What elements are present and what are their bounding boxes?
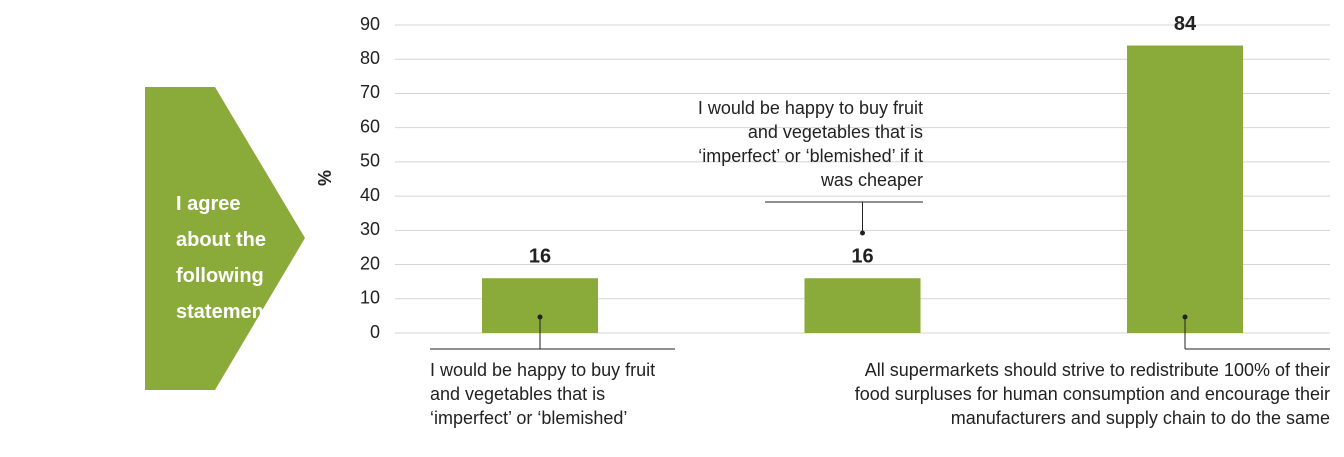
y-tick-label: 90 (360, 14, 380, 34)
callout-dot (537, 314, 543, 320)
bar (1127, 45, 1243, 334)
y-tick-label: 50 (360, 151, 380, 171)
side-chevron (145, 87, 305, 390)
y-tick-label: 20 (360, 253, 380, 273)
y-tick-label: 70 (360, 82, 380, 102)
y-tick-label: 40 (360, 185, 380, 205)
y-tick-label: 80 (360, 48, 380, 68)
value-label: 16 (851, 246, 873, 268)
bar (804, 278, 921, 333)
category-label: All supermarkets should strive to redist… (854, 360, 1330, 428)
callout-dot (1182, 314, 1188, 320)
y-tick-label: 60 (360, 116, 380, 136)
y-tick-label: 0 (370, 322, 380, 342)
value-label: 84 (1174, 13, 1197, 35)
y-axis-label: % (315, 170, 335, 186)
category-label: I would be happy to buy fruit and vegeta… (697, 98, 923, 190)
value-label: 16 (529, 246, 551, 268)
y-tick-label: 10 (360, 288, 380, 308)
side-label: I agree about the following statements: (176, 193, 289, 323)
y-tick-label: 30 (360, 219, 380, 239)
category-label: I would be happy to buy fruit and vegeta… (430, 360, 656, 428)
callout-dot (860, 230, 865, 236)
